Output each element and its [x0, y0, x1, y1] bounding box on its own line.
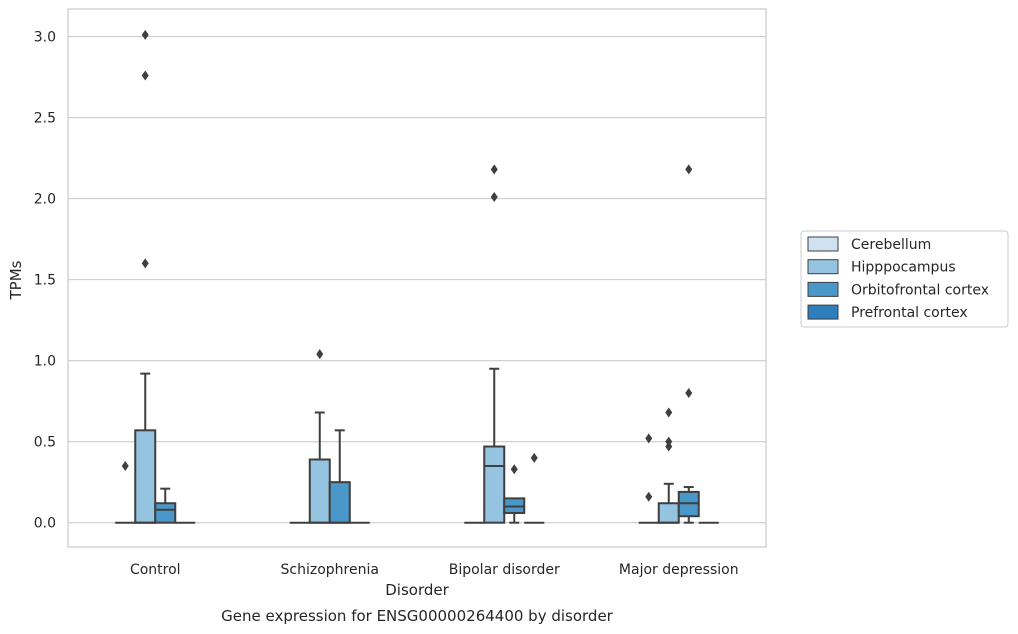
- legend-swatch: [807, 304, 839, 320]
- box-hipppocampus: [134, 29, 157, 524]
- outlier-point: [490, 164, 498, 175]
- legend-frame: [800, 230, 1009, 328]
- y-tick-labels: 0.0 0.5 1.0 1.5 2.0 2.5 3.0: [34, 30, 56, 532]
- outlier-point: [141, 70, 149, 81]
- iqr-box: [134, 429, 157, 524]
- legend-entries: Cerebellum Hipppocampus Orbitofrontal cort…: [807, 236, 989, 321]
- y-tick-label: 0.5: [34, 435, 56, 451]
- x-tick-label: Control: [130, 562, 181, 578]
- grid-lines: [68, 35, 766, 524]
- outlier-point: [685, 164, 693, 175]
- y-tick-label: 3.0: [34, 30, 56, 46]
- legend-swatch: [807, 281, 839, 297]
- outlier-point: [645, 433, 653, 444]
- y-tick-label: 2.0: [34, 192, 56, 208]
- legend-swatch: [807, 236, 839, 252]
- y-axis-title: TPMs: [7, 260, 25, 300]
- chart-title: Gene expression for ENSG00000264400 by d…: [221, 607, 614, 625]
- plot-frame: [67, 8, 767, 548]
- y-tick-label: 1.0: [34, 354, 56, 370]
- legend: Cerebellum Hipppocampus Orbitofrontal cort…: [800, 230, 1009, 328]
- x-tick-label: Schizophrenia: [281, 562, 379, 578]
- outlier-point: [665, 436, 673, 447]
- box-orbitofrontal-cortex: [154, 487, 177, 524]
- box-plot-area: [115, 29, 719, 524]
- legend-label: Cerebellum: [851, 237, 931, 253]
- box-cerebellum: [115, 460, 136, 524]
- outlier-point: [530, 452, 538, 463]
- box-hipppocampus: [657, 407, 680, 524]
- outlier-point: [141, 29, 149, 40]
- iqr-box: [328, 481, 351, 524]
- outlier-point: [685, 388, 693, 399]
- outlier-point: [665, 407, 673, 418]
- iqr-box: [657, 502, 680, 524]
- box-cerebellum: [638, 433, 659, 524]
- legend-label: Prefrontal cortex: [851, 305, 968, 321]
- legend-swatch: [807, 259, 839, 275]
- outlier-point: [141, 258, 149, 269]
- box-orbitofrontal-cortex: [503, 464, 526, 524]
- y-tick-label: 1.5: [34, 273, 56, 289]
- x-tick-label: Bipolar disorder: [449, 562, 560, 578]
- box-orbitofrontal-cortex: [677, 164, 700, 524]
- legend-label: Orbitofrontal cortex: [851, 282, 989, 298]
- outlier-point: [121, 460, 129, 471]
- outlier-point: [510, 464, 518, 475]
- x-axis-title: Disorder: [385, 581, 449, 599]
- outlier-point: [645, 491, 653, 502]
- iqr-box: [483, 445, 506, 524]
- iqr-box: [154, 502, 177, 524]
- legend-label: Hipppocampus: [851, 260, 956, 276]
- y-tick-label: 2.5: [34, 111, 56, 127]
- x-tick-label: Major depression: [619, 562, 739, 578]
- box-hipppocampus: [308, 349, 331, 524]
- outlier-point: [490, 191, 498, 202]
- y-tick-label: 0.0: [34, 516, 56, 532]
- iqr-box: [308, 458, 331, 524]
- box-prefrontal-cortex: [524, 452, 545, 524]
- outlier-point: [316, 349, 324, 360]
- x-tick-labels: Control Schizophrenia Bipolar disorder Majo…: [130, 562, 739, 578]
- box-orbitofrontal-cortex: [328, 429, 351, 524]
- box-hipppocampus: [483, 164, 506, 524]
